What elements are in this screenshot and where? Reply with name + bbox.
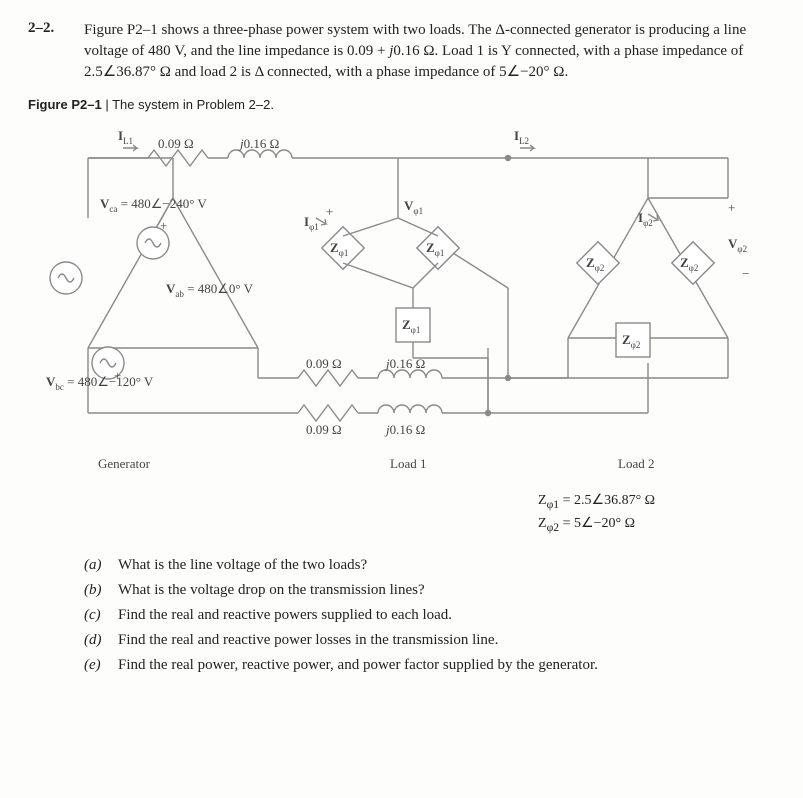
lbl-R-top: 0.09 Ω <box>158 136 194 151</box>
question-b: (b) What is the voltage drop on the tran… <box>84 580 775 601</box>
label-load1: Load 1 <box>390 456 426 471</box>
eq-z2: Zφ2 = 5∠−20° Ω <box>538 513 775 536</box>
question-c: (c) Find the real and reactive powers su… <box>84 605 775 626</box>
question-e-label: (e) <box>84 655 118 676</box>
svg-text:Vab = 480∠0° V: Vab = 480∠0° V <box>166 281 254 299</box>
question-c-text: Find the real and reactive powers suppli… <box>118 605 452 626</box>
svg-text:Vφ1: Vφ1 <box>404 198 423 216</box>
svg-text:j0.16 Ω: j0.16 Ω <box>384 356 425 371</box>
question-a: (a) What is the line voltage of the two … <box>84 555 775 576</box>
lbl-X-top: j0.16 Ω <box>238 136 279 151</box>
svg-text:+: + <box>728 200 735 215</box>
svg-text:0.09 Ω: 0.09 Ω <box>306 422 342 437</box>
figure-caption-rest: The system in Problem 2–2. <box>112 97 274 112</box>
question-b-text: What is the voltage drop on the transmis… <box>118 580 425 601</box>
svg-text:IL2: IL2 <box>514 128 529 146</box>
svg-text:+: + <box>160 218 167 233</box>
svg-text:Vbc = 480∠−120° V: Vbc = 480∠−120° V <box>46 374 154 392</box>
svg-text:Vφ2: Vφ2 <box>728 236 747 254</box>
load-equations: Zφ1 = 2.5∠36.87° Ω Zφ2 = 5∠−20° Ω <box>538 490 775 537</box>
problem-number: 2–2. <box>28 20 84 37</box>
question-d: (d) Find the real and reactive power los… <box>84 630 775 651</box>
question-e: (e) Find the real power, reactive power,… <box>84 655 775 676</box>
svg-text:Iφ1: Iφ1 <box>304 214 319 232</box>
circuit-diagram: + + + <box>28 118 766 488</box>
question-a-label: (a) <box>84 555 118 576</box>
svg-text:Vca = 480∠−240° V: Vca = 480∠−240° V <box>100 196 207 214</box>
question-d-label: (d) <box>84 630 118 651</box>
svg-text:+: + <box>326 204 333 219</box>
question-d-text: Find the real and reactive power losses … <box>118 630 498 651</box>
question-list: (a) What is the line voltage of the two … <box>84 555 775 676</box>
eq-z1: Zφ1 = 2.5∠36.87° Ω <box>538 490 775 513</box>
label-load2: Load 2 <box>618 456 654 471</box>
figure-caption-bold: Figure P2–1 <box>28 97 102 112</box>
figure-caption: Figure P2–1 | The system in Problem 2–2. <box>28 97 775 112</box>
figure-caption-sep: | <box>102 97 112 112</box>
svg-text:0.09 Ω: 0.09 Ω <box>306 356 342 371</box>
svg-text:IL1: IL1 <box>118 128 133 146</box>
question-a-text: What is the line voltage of the two load… <box>118 555 367 576</box>
svg-text:−: − <box>742 266 749 281</box>
svg-text:j0.16 Ω: j0.16 Ω <box>384 422 425 437</box>
question-b-label: (b) <box>84 580 118 601</box>
question-c-label: (c) <box>84 605 118 626</box>
question-e-text: Find the real power, reactive power, and… <box>118 655 598 676</box>
problem-header: 2–2. Figure P2–1 shows a three-phase pow… <box>28 20 775 83</box>
label-generator: Generator <box>98 456 151 471</box>
problem-text: Figure P2–1 shows a three-phase power sy… <box>84 20 775 83</box>
svg-text:Iφ2: Iφ2 <box>638 210 653 228</box>
